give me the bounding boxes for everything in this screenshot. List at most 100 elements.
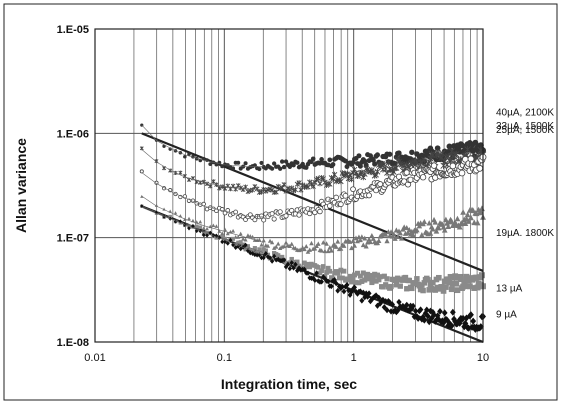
marker-point: [269, 166, 275, 171]
marker-point: [317, 208, 323, 215]
marker-point: [236, 160, 241, 165]
marker-point: [449, 280, 456, 287]
marker-point: [346, 287, 351, 294]
marker-point: [302, 260, 307, 266]
marker-point: [381, 304, 387, 311]
marker-point: [303, 264, 309, 270]
marker-point: [291, 162, 296, 168]
marker-point: [211, 223, 216, 228]
marker-point: [410, 302, 416, 310]
y-tick-label: 1.E-08: [57, 337, 89, 349]
marker-point: [319, 157, 324, 162]
marker-point: [467, 311, 474, 319]
marker-point: [261, 255, 266, 261]
marker-point: [223, 227, 227, 232]
marker-point: [335, 239, 341, 244]
marker-point: [139, 169, 144, 174]
x-tick-label: 0.1: [217, 352, 232, 364]
marker-point: [392, 235, 398, 241]
marker-point: [431, 311, 437, 319]
marker-point: [374, 302, 381, 309]
marker-point: [309, 240, 314, 246]
y-tick-labels: 1.E-05 1.E-06 1.E-07 1.E-08: [57, 24, 89, 349]
marker-point: [433, 228, 440, 234]
marker-point: [278, 245, 283, 251]
marker-point: [374, 272, 381, 278]
marker-point: [435, 274, 442, 281]
marker-point: [320, 274, 326, 280]
marker-point: [370, 276, 376, 282]
series-line: [141, 195, 264, 243]
marker-point: [228, 237, 233, 243]
marker-point: [417, 306, 424, 313]
marker-point: [472, 139, 479, 146]
marker-point: [327, 245, 333, 250]
marker-point: [327, 181, 333, 187]
marker-point: [243, 237, 248, 242]
marker-point: [248, 234, 253, 239]
marker-point: [269, 258, 275, 264]
marker-point: [243, 184, 248, 190]
marker-point: [302, 246, 307, 252]
series-label: 13 µA: [496, 284, 523, 295]
marker-point: [272, 253, 277, 259]
marker-point: [361, 170, 368, 178]
marker-point: [434, 145, 441, 151]
marker-point: [370, 157, 376, 163]
marker-point: [277, 209, 283, 215]
marker-point: [395, 307, 401, 314]
marker-point: [356, 153, 362, 159]
marker-point: [397, 230, 403, 236]
marker-point: [324, 270, 329, 275]
marker-point: [343, 283, 348, 290]
marker-point: [447, 273, 454, 280]
marker-point: [388, 283, 394, 290]
marker-point: [359, 234, 365, 240]
marker-point: [187, 216, 191, 221]
marker-point: [459, 219, 465, 226]
marker-point: [362, 277, 368, 283]
data-series: [139, 123, 487, 333]
marker-point: [448, 286, 455, 293]
series-line: [141, 149, 264, 190]
marker-point: [289, 260, 294, 266]
marker-point: [319, 248, 324, 253]
marker-point: [217, 229, 222, 233]
marker-point: [449, 308, 456, 316]
series-label: 19µA. 1800K: [496, 228, 554, 239]
marker-point: [259, 242, 264, 247]
marker-point: [464, 211, 471, 218]
marker-point: [187, 152, 191, 156]
marker-point: [329, 248, 334, 253]
marker-point: [214, 162, 219, 167]
marker-point: [451, 315, 457, 323]
marker-point: [421, 280, 428, 286]
marker-point: [376, 277, 382, 283]
marker-point: [346, 277, 351, 283]
marker-point: [393, 282, 400, 288]
marker-point: [474, 284, 481, 291]
marker-point: [446, 143, 453, 150]
marker-point: [252, 246, 257, 251]
marker-point: [445, 223, 452, 230]
marker-point: [273, 189, 279, 195]
series-label: 25µA, 1500K: [496, 125, 554, 136]
marker-point: [374, 168, 381, 175]
marker-point: [415, 315, 421, 322]
marker-point: [357, 237, 363, 243]
marker-point: [350, 186, 356, 193]
marker-point: [312, 246, 318, 251]
marker-point: [354, 270, 360, 276]
marker-point: [425, 277, 431, 283]
marker-point: [296, 180, 302, 186]
marker-point: [441, 227, 448, 233]
marker-point: [281, 182, 287, 188]
marker-point: [214, 224, 219, 228]
marker-point: [191, 223, 195, 229]
marker-point: [208, 183, 213, 189]
series-star: [139, 145, 487, 196]
marker-point: [257, 247, 262, 252]
marker-point: [154, 159, 159, 164]
marker-point: [349, 279, 355, 285]
marker-point: [458, 169, 466, 177]
